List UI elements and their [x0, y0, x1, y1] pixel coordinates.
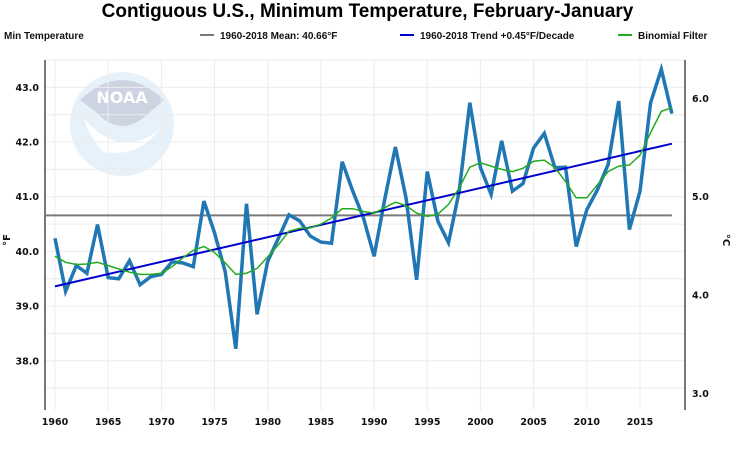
x-tick-label: 1995 [414, 417, 440, 428]
y-tick-label-right: 4.0 [692, 290, 709, 301]
min-temperature-point [116, 276, 122, 282]
min-temperature-point [190, 264, 196, 270]
grid [45, 59, 685, 410]
legend-item-binomial[interactable]: Binomial Filter [618, 30, 707, 44]
min-temperature-point [669, 111, 675, 117]
y-axis-title-left: °F [2, 234, 13, 246]
min-temperature-point [95, 222, 101, 228]
y-tick-label-right: 5.0 [692, 192, 709, 203]
noaa-logo-watermark: NOAA [70, 72, 174, 176]
x-tick-label: 1980 [255, 417, 282, 428]
min-temperature-point [84, 270, 90, 276]
y-tick-label-left: 41.0 [16, 192, 40, 203]
min-temperature-point [126, 258, 132, 264]
min-temperature-point [180, 260, 186, 266]
min-temperature-point [382, 196, 388, 202]
chart-title: Contiguous U.S., Minimum Temperature, Fe… [101, 1, 634, 22]
min-temperature-point [329, 240, 335, 246]
y-tick-label-left: 42.0 [16, 138, 40, 149]
min-temperature-point [605, 161, 611, 167]
min-temperature-line [53, 62, 674, 350]
min-temperature-point [446, 240, 452, 246]
y-tick-label-right: 6.0 [692, 94, 709, 105]
y-tick-label-left: 38.0 [16, 356, 40, 367]
legend-item-trend[interactable]: 1960-2018 Trend +0.45°F/Decade [400, 30, 574, 44]
min-temperature-point [63, 288, 69, 294]
min-temperature-point [637, 188, 643, 194]
x-tick-label: 1960 [42, 417, 69, 428]
min-temperature-point [435, 218, 441, 224]
min-temperature-point [584, 207, 590, 213]
min-temperature-point [499, 138, 505, 144]
min-temperature-point [392, 144, 398, 150]
legend-item-min-temperature[interactable]: Min Temperature [4, 30, 84, 44]
min-temperature-point [350, 188, 356, 194]
y-tick-label-right: 3.0 [692, 389, 709, 400]
trend-line [54, 142, 673, 288]
min-temperature-point [212, 230, 218, 236]
min-temperature-point [616, 98, 622, 104]
min-temperature-point [531, 145, 537, 151]
legend-label: Min Temperature [4, 31, 84, 42]
min-temperature-point [648, 100, 654, 106]
min-temperature-point [137, 282, 143, 288]
min-temperature-point [477, 165, 483, 171]
y-axis-title-right: °C [720, 234, 731, 246]
x-tick-label: 1965 [95, 417, 121, 428]
min-temperature-point [307, 233, 313, 239]
y-tick-label-left: 39.0 [16, 302, 40, 313]
legend-item-mean[interactable]: 1960-2018 Mean: 40.66°F [200, 30, 337, 44]
x-tick-label: 1990 [361, 417, 388, 428]
axes [44, 60, 686, 410]
x-tick-label: 2010 [574, 417, 601, 428]
min-temperature-point [201, 198, 207, 204]
min-temperature-point [467, 100, 473, 106]
series-layer [45, 62, 675, 352]
min-temperature-point [573, 243, 579, 249]
min-temperature-point [286, 212, 292, 218]
min-temperature-point [371, 253, 377, 259]
x-tick-label: 2005 [520, 417, 546, 428]
min-temperature-point [520, 181, 526, 187]
legend-swatch-mean [200, 34, 214, 37]
ticks: 1960 1965 1970 1975 1980 1985 1990 1995 2000 2005… [16, 83, 710, 428]
min-temperature-point [52, 235, 58, 241]
min-temperature-point [233, 346, 239, 352]
x-tick-label: 2000 [467, 417, 494, 428]
min-temperature-point [541, 130, 547, 136]
min-temperature-point [488, 192, 494, 198]
x-tick-label: 2015 [627, 417, 653, 428]
min-temperature-point [509, 188, 515, 194]
legend-swatch-binomial [618, 34, 632, 37]
min-temperature-point [254, 311, 260, 317]
min-temperature-point [339, 159, 345, 165]
min-temperature-point [403, 195, 409, 201]
min-temperature-point [243, 201, 249, 207]
x-tick-label: 1970 [148, 417, 175, 428]
y-tick-label-left: 43.0 [16, 83, 40, 94]
y-tick-label-left: 40.0 [16, 247, 40, 258]
min-temperature-point [658, 66, 664, 72]
min-temperature-point [626, 227, 632, 233]
min-temperature-point [424, 169, 430, 175]
legend-label: Binomial Filter [638, 31, 708, 42]
min-temperature-point [318, 239, 324, 245]
x-tick-label: 1975 [201, 417, 227, 428]
x-tick-label: 1985 [308, 417, 334, 428]
legend-swatch-trend [400, 34, 414, 37]
legend-label: 1960-2018 Mean: 40.66°F [220, 31, 338, 42]
min-temperature-point [414, 277, 420, 283]
min-temperature-point [297, 218, 303, 224]
svg-text:NOAA: NOAA [96, 88, 148, 107]
binomial-filter-line [54, 106, 673, 276]
legend-label: 1960-2018 Trend +0.45°F/Decade [420, 31, 575, 42]
min-temperature-point [222, 269, 228, 275]
